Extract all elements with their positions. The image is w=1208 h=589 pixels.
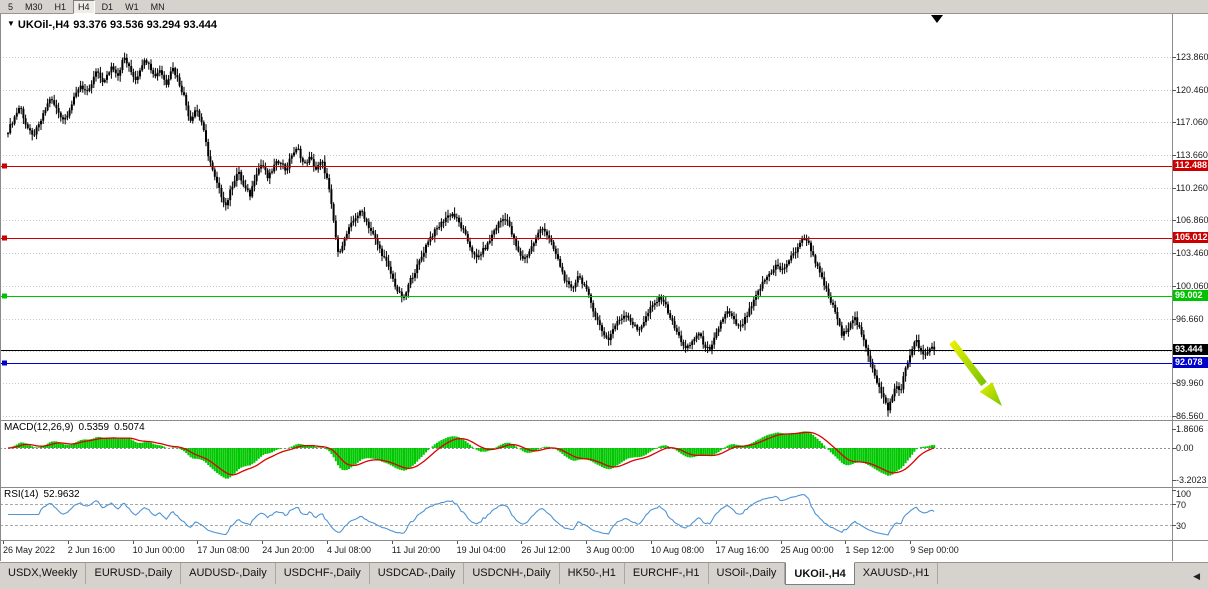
time-axis-label: 17 Jun 08:00 (197, 545, 250, 555)
time-axis-label: 1 Sep 12:00 (845, 545, 894, 555)
time-axis-label: 3 Aug 00:00 (586, 545, 635, 555)
timeframe-button-m30[interactable]: M30 (25, 1, 43, 12)
line-handle-112.488[interactable] (2, 163, 7, 169)
timeframe-button-h1[interactable]: H1 (54, 1, 67, 12)
quote-line: ▼ UKOil-,H4 93.376 93.536 93.294 93.444 (7, 19, 221, 31)
price-axis-tick: 106.860 (1176, 215, 1208, 226)
price-axis-tick: 86.560 (1176, 410, 1204, 421)
timeframe-toolbar: 5 M30 H1 H4 D1 W1 MN (0, 0, 1208, 14)
time-axis-label: 26 May 2022 (3, 545, 56, 555)
macd-label: MACD(12,26,9) 0.5359 0.5074 (4, 422, 150, 433)
rsi-name: RSI(14) (4, 489, 39, 500)
rsi-axis-tick: 30 (1176, 520, 1187, 531)
price-tag-93.444: 93.444 (1173, 344, 1208, 355)
price-axis-tick: 113.660 (1176, 150, 1208, 161)
timeframe-button-5[interactable]: 5 (8, 1, 14, 12)
macd-name: MACD(12,26,9) (4, 422, 74, 433)
price-axis-tick: 117.060 (1176, 117, 1208, 128)
candlestick-wicks (7, 52, 935, 417)
price-tag-92.078: 92.078 (1173, 357, 1208, 368)
chart-shift-marker[interactable] (931, 15, 943, 23)
time-axis-label: 17 Aug 16:00 (715, 545, 769, 555)
macd-signal-line (7, 431, 935, 476)
rsi-axis-tick: 100 (1176, 489, 1192, 499)
price-axis-tick: 96.660 (1176, 313, 1204, 324)
time-axis-label: 10 Aug 08:00 (651, 545, 705, 555)
chart-tab-usoil-daily[interactable]: USOil-,Daily (709, 563, 786, 584)
main-price-pane[interactable] (0, 52, 1172, 417)
time-axis-label: 26 Jul 12:00 (521, 545, 571, 555)
line-handle-99.002[interactable] (2, 293, 7, 299)
macd-histogram (9, 431, 936, 479)
rsi-pane[interactable] (0, 494, 1172, 536)
price-axis-tick: 110.260 (1176, 182, 1208, 193)
chart-tab-eurusd-daily[interactable]: EURUSD-,Daily (86, 563, 182, 584)
time-axis-label: 2 Jun 16:00 (67, 545, 115, 555)
price-axis-tick: 100.060 (1176, 280, 1208, 291)
candlestick-bodies (7, 57, 936, 411)
line-handle-105.012[interactable] (2, 235, 7, 241)
rsi-line (8, 494, 935, 536)
line-handle-92.078[interactable] (2, 360, 7, 366)
chart-tab-audusd-daily[interactable]: AUDUSD-,Daily (181, 563, 276, 584)
chart-tab-ukoil-h4[interactable]: UKOil-,H4 (785, 562, 855, 585)
chart-tab-hk50-h1[interactable]: HK50-,H1 (560, 563, 625, 584)
macd-signal-value: 0.5074 (114, 422, 145, 433)
timeframe-button-mn[interactable]: MN (150, 1, 165, 12)
time-axis-label: 24 Jun 20:00 (262, 545, 315, 555)
chart-tab-usdx-weekly[interactable]: USDX,Weekly (0, 563, 87, 584)
symbol-marker-icon: ▼ (7, 19, 15, 28)
chart-tab-xauusd-h1[interactable]: XAUUSD-,H1 (855, 563, 939, 584)
timeframe-button-d1[interactable]: D1 (101, 1, 114, 12)
price-axis-tick: 89.960 (1176, 378, 1204, 389)
price-tag-105.012: 105.012 (1173, 232, 1208, 243)
price-axis-tick: 120.460 (1176, 84, 1208, 95)
price-axis-tick: 103.460 (1176, 248, 1208, 259)
rsi-axis-tick: 70 (1176, 500, 1187, 511)
price-axis-tick: 123.860 (1176, 52, 1208, 62)
time-axis-label: 25 Aug 00:00 (780, 545, 834, 555)
time-axis-label: 19 Jul 04:00 (456, 545, 506, 555)
price-gridlines (0, 57, 1172, 417)
chart-tab-usdcnh-daily[interactable]: USDCNH-,Daily (464, 563, 560, 584)
chart-tab-eurchf-h1[interactable]: EURCHF-,H1 (625, 563, 709, 584)
trend-arrow[interactable] (949, 339, 1002, 406)
chart-frame (0, 14, 1208, 561)
time-axis-label: 4 Jul 08:00 (327, 545, 372, 555)
timeframe-button-h4[interactable]: H4 (73, 0, 95, 14)
symbol-title: UKOil-,H4 (17, 19, 70, 31)
time-axis-label: 9 Sep 00:00 (910, 545, 959, 555)
macd-axis-tick: 1.8606 (1176, 424, 1204, 435)
chart-tabs-bar: USDX,Weekly EURUSD-,Daily AUDUSD-,Daily USD… (0, 562, 1208, 589)
rsi-value: 52.9632 (43, 489, 80, 500)
time-axis-label: 11 Jul 20:00 (391, 545, 441, 555)
time-axis-label: 10 Jun 00:00 (132, 545, 185, 555)
macd-axis-tick: 0.00 (1176, 443, 1194, 453)
macd-main-value: 0.5359 (78, 422, 110, 433)
rsi-label: RSI(14) 52.9632 (4, 489, 85, 500)
price-tag-99.002: 99.002 (1173, 290, 1208, 301)
ohlc-values: 93.376 93.536 93.294 93.444 (73, 19, 218, 31)
price-tag-112.488: 112.488 (1173, 160, 1208, 171)
chart-tab-usdcad-daily[interactable]: USDCAD-,Daily (370, 563, 465, 584)
tab-scroll-left-icon[interactable]: ◀ (1193, 570, 1200, 581)
chart-tab-usdchf-daily[interactable]: USDCHF-,Daily (276, 563, 370, 584)
timeframe-button-w1[interactable]: W1 (125, 1, 139, 12)
macd-pane[interactable] (0, 431, 1172, 479)
macd-axis-tick: -3.2023 (1176, 475, 1207, 486)
